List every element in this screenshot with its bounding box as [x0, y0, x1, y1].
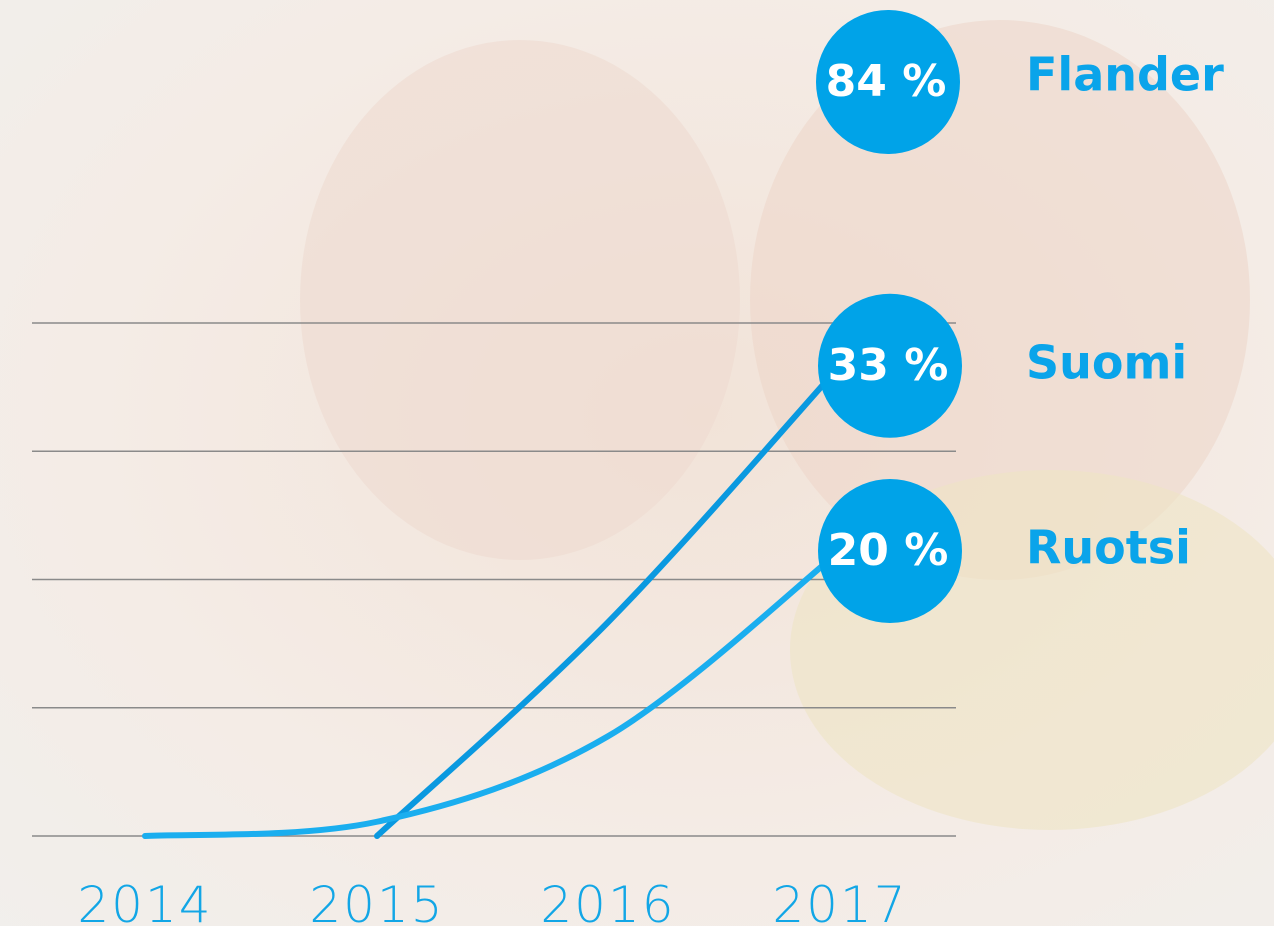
- legend-label: Flander: [1026, 48, 1224, 102]
- x-tick-label: 2016: [540, 876, 675, 926]
- x-tick-label: 2014: [77, 876, 212, 926]
- value-label: 20 %: [828, 525, 949, 576]
- chart: 2014 2015 2016 2017 33 % Suomi 20 % Ruotsi 84 % F…: [0, 0, 1274, 926]
- legend-label: Suomi: [1026, 335, 1187, 389]
- value-label: 33 %: [828, 340, 949, 391]
- photo-shade: [300, 40, 740, 560]
- legend-label: Ruotsi: [1026, 521, 1191, 575]
- x-tick-label: 2017: [772, 876, 907, 926]
- x-tick-label: 2015: [309, 876, 444, 926]
- value-label: 84 %: [826, 56, 947, 107]
